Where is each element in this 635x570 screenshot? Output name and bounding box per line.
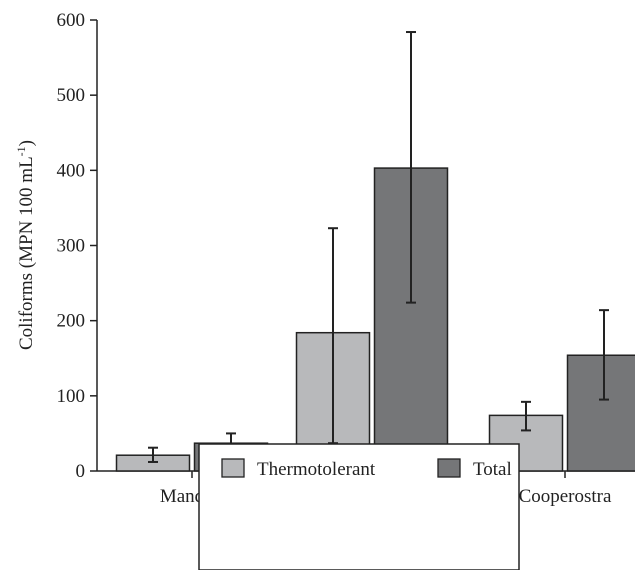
y-tick-label: 300 bbox=[57, 236, 86, 257]
legend-label-total: Total bbox=[473, 459, 512, 480]
y-tick-label: 500 bbox=[57, 85, 86, 106]
y-tick-label: 600 bbox=[57, 10, 86, 31]
legend-label-thermotolerant: Thermotolerant bbox=[257, 459, 376, 480]
y-tick-label: 400 bbox=[57, 160, 86, 181]
bar-total-cooperostra bbox=[566, 354, 635, 472]
y-tick-label: 100 bbox=[57, 386, 86, 407]
x-tick-label: Cooperostra bbox=[519, 486, 612, 507]
legend-swatch-thermotolerant bbox=[221, 458, 245, 478]
y-axis: 0 100 200 300 400 500 600 bbox=[57, 10, 98, 482]
y-axis-label: Coliforms (MPN 100 mL-1) bbox=[14, 140, 37, 350]
legend-box bbox=[198, 443, 520, 570]
y-tick-label: 200 bbox=[57, 311, 86, 332]
legend-swatch-total bbox=[437, 458, 461, 478]
bars bbox=[115, 167, 635, 472]
legend: Thermotolerant Total bbox=[198, 443, 520, 570]
y-tick-label: 0 bbox=[76, 461, 86, 482]
